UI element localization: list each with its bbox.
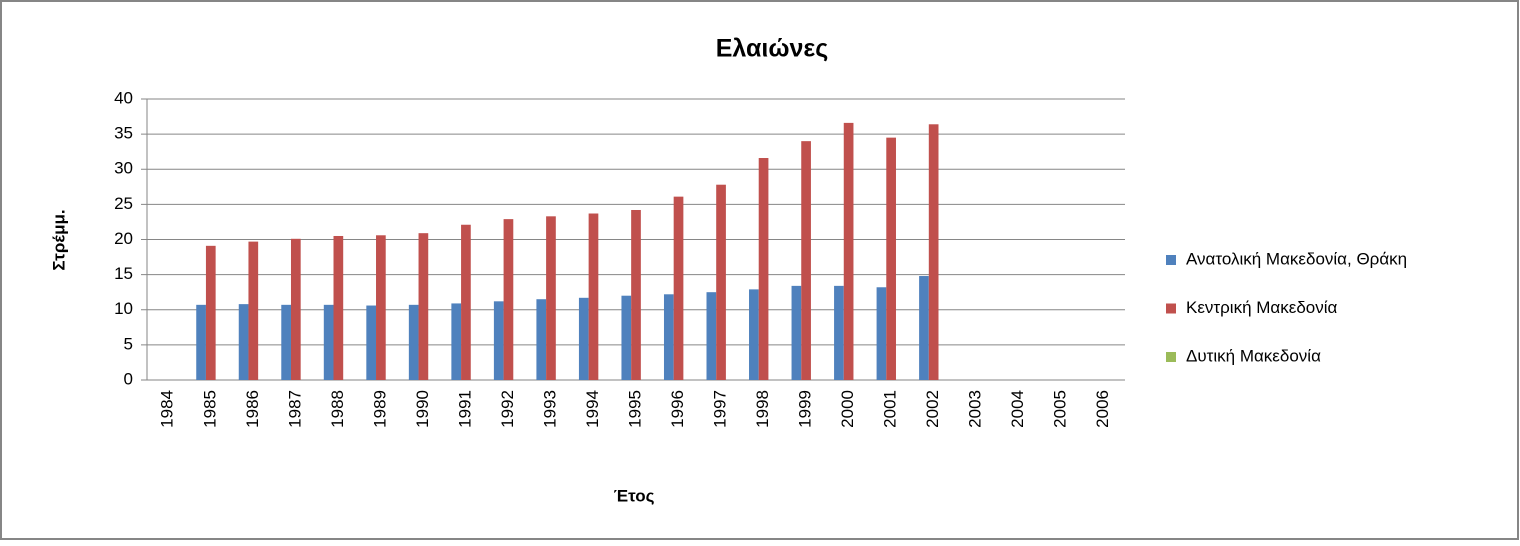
bar <box>843 122 854 380</box>
bar <box>493 301 504 380</box>
bar <box>749 289 759 380</box>
y-tick-label: 10 <box>114 299 133 318</box>
legend-swatch <box>1166 303 1176 314</box>
bar <box>716 184 726 380</box>
y-tick-label: 35 <box>114 124 133 143</box>
x-tick-label: 2003 <box>966 390 985 428</box>
bar <box>503 219 514 380</box>
x-axis-label: Έτος <box>614 486 655 505</box>
bar <box>588 213 599 380</box>
x-tick-label: 1992 <box>498 390 517 428</box>
bar <box>248 241 259 380</box>
y-tick-label: 15 <box>114 264 133 283</box>
chart-title: Ελαιώνες <box>716 35 828 63</box>
legend-label: Κεντρική Μακεδονία <box>1186 298 1338 317</box>
bar <box>196 304 206 380</box>
bar <box>366 305 377 380</box>
x-tick-label: 1986 <box>243 390 262 428</box>
x-tick-label: 1984 <box>158 390 177 428</box>
bar <box>876 287 887 380</box>
x-tick-label: 1994 <box>583 390 602 428</box>
legend-swatch <box>1166 255 1176 265</box>
x-tick-label: 2006 <box>1093 390 1112 428</box>
bar <box>758 158 769 380</box>
y-tick-label: 25 <box>114 194 133 213</box>
bar <box>376 235 386 380</box>
bar <box>621 295 632 380</box>
x-tick-label: 2002 <box>923 390 942 428</box>
x-tick-label: 1991 <box>455 390 474 428</box>
bar <box>323 304 334 380</box>
bar <box>631 209 641 380</box>
x-tick-label: 2005 <box>1051 390 1070 428</box>
legend-label: Δυτική Μακεδονία <box>1186 346 1321 365</box>
x-tick-label: 2004 <box>1008 390 1027 428</box>
bar <box>791 285 802 380</box>
bar <box>919 276 929 380</box>
bar <box>461 224 471 380</box>
bar <box>333 235 344 380</box>
bar <box>706 292 717 380</box>
bar <box>928 124 939 380</box>
y-tick-label: 5 <box>124 334 133 353</box>
x-tick-label: 1990 <box>413 390 432 428</box>
x-tick-label: 2000 <box>838 390 857 428</box>
bar <box>418 233 429 380</box>
x-tick-label: 1989 <box>370 390 389 428</box>
x-tick-label: 1999 <box>796 390 815 428</box>
x-tick-label: 2001 <box>881 390 900 428</box>
y-tick-label: 0 <box>124 369 133 388</box>
bar <box>886 137 896 380</box>
y-tick-label: 20 <box>114 229 133 248</box>
x-tick-label: 1996 <box>668 390 687 428</box>
x-tick-label: 1998 <box>753 390 772 428</box>
y-axis-label: Στρέμμ. <box>49 209 68 270</box>
x-tick-label: 1995 <box>625 390 644 428</box>
bar <box>578 297 589 380</box>
bar <box>801 141 811 380</box>
x-tick-label: 1997 <box>711 390 730 428</box>
bar <box>536 299 547 380</box>
x-tick-label: 1987 <box>285 390 304 428</box>
bar <box>834 285 844 380</box>
bar <box>546 216 556 380</box>
bar <box>238 304 249 380</box>
legend-swatch <box>1166 352 1176 362</box>
bar <box>281 304 291 380</box>
x-tick-label: 1988 <box>328 390 347 428</box>
y-tick-label: 30 <box>114 159 133 178</box>
x-tick-label: 1985 <box>200 390 219 428</box>
bar <box>205 245 216 380</box>
legend-label: Ανατολική Μακεδονία, Θράκη <box>1186 249 1407 268</box>
bar <box>451 303 462 380</box>
y-tick-label: 40 <box>114 88 133 107</box>
bar <box>408 304 419 380</box>
bar <box>290 238 301 380</box>
bar <box>663 294 674 380</box>
x-tick-label: 1993 <box>540 390 559 428</box>
bar <box>673 196 684 380</box>
